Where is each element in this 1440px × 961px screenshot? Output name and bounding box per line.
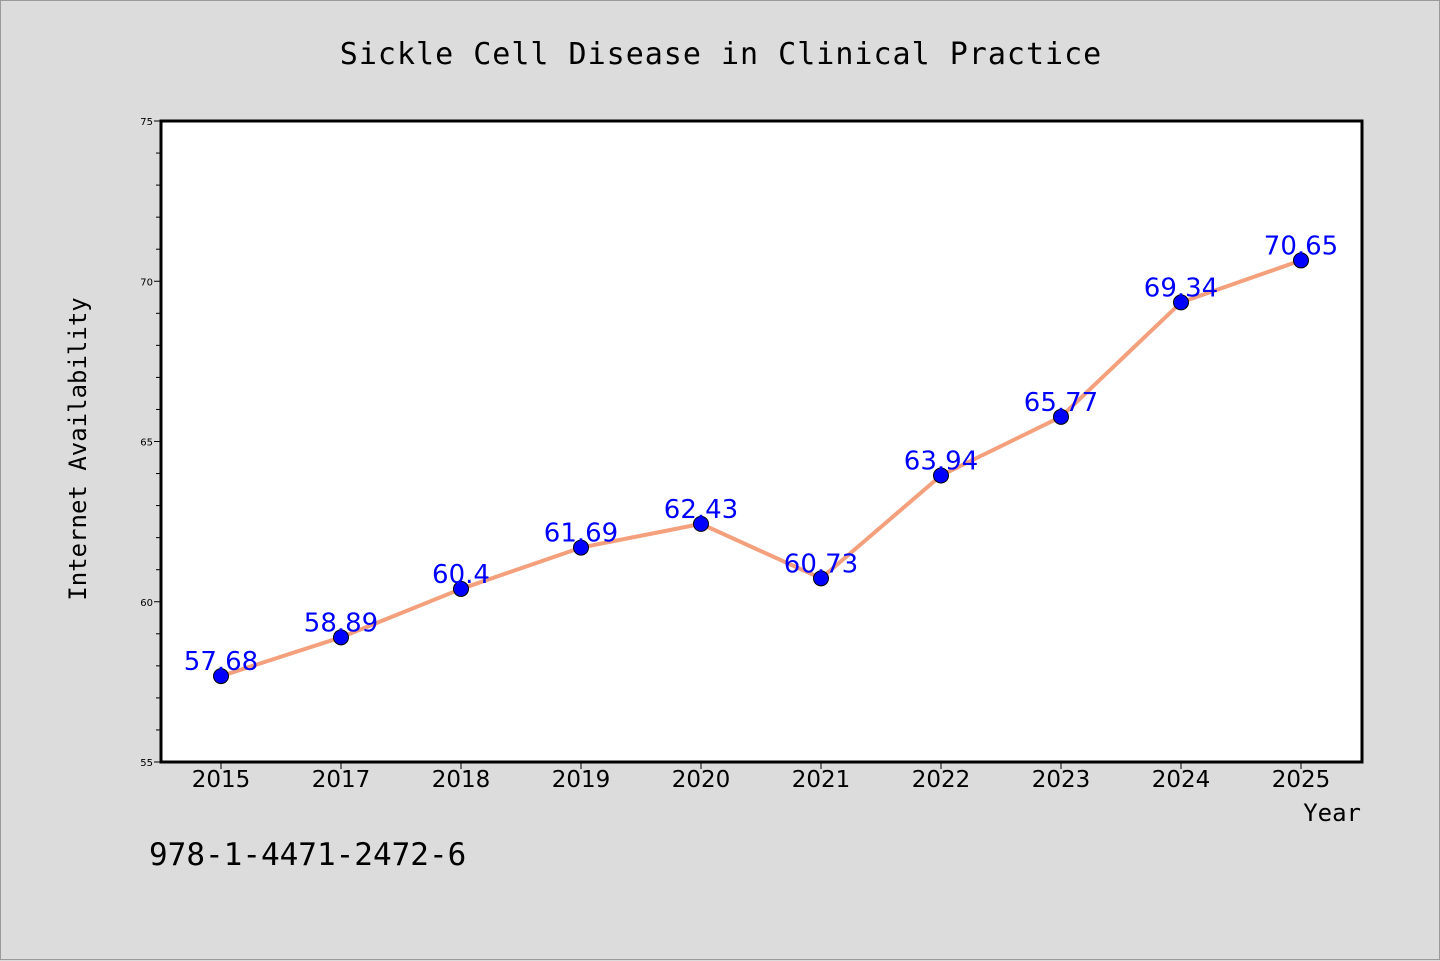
x-axis-label: Year — [1303, 799, 1361, 827]
data-point-label: 65.77 — [1024, 388, 1098, 418]
x-tick-label: 2022 — [912, 767, 971, 793]
data-point-marker — [693, 515, 709, 532]
data-point-marker — [573, 539, 589, 556]
data-point-label: 60.4 — [432, 560, 490, 590]
data-point-marker — [1053, 408, 1069, 425]
series-line — [219, 258, 1303, 679]
data-point-marker — [1293, 252, 1309, 269]
x-tick-label: 2017 — [312, 767, 371, 793]
x-tick-label: 2019 — [552, 767, 611, 793]
y-axis: 55 60 65 70 75 — [140, 117, 161, 769]
x-tick-label: 2023 — [1032, 767, 1091, 793]
y-tick-label: 70 — [140, 277, 153, 288]
x-tick-label: 2021 — [792, 767, 851, 793]
x-axis: 2015 2017 2018 2019 2020 2021 2022 2023 2024 2025 — [192, 762, 1331, 793]
data-point-label: 63.94 — [904, 446, 978, 476]
y-tick-label: 75 — [140, 117, 153, 128]
data-point-marker — [813, 570, 829, 587]
series-line-group — [219, 258, 1303, 679]
plot-area — [159, 119, 1364, 764]
data-point-label: 57.68 — [184, 647, 258, 677]
data-point-marker — [933, 467, 949, 484]
data-point-marker — [333, 629, 349, 646]
x-tick-label: 2018 — [432, 767, 491, 793]
x-tick-label: 2020 — [672, 767, 731, 793]
x-tick-label: 2025 — [1272, 767, 1331, 793]
y-axis-label: Internet Availability — [64, 297, 92, 600]
data-point-label: 61.69 — [544, 519, 618, 549]
data-point-label: 60.73 — [784, 549, 858, 579]
x-tick-label: 2024 — [1152, 767, 1211, 793]
data-point-label: 70.65 — [1264, 231, 1338, 261]
marker-group — [213, 252, 1309, 685]
data-point-label: 62.43 — [664, 495, 738, 525]
data-point-marker — [1173, 294, 1189, 311]
y-tick-label: 65 — [140, 438, 153, 449]
data-label-group: 57.68 58.89 60.4 61.69 62.43 60.73 63.94 65.77 6… — [184, 231, 1338, 677]
data-point-marker — [453, 580, 469, 597]
y-tick-label: 55 — [140, 758, 153, 769]
data-point-label: 58.89 — [304, 608, 378, 638]
data-point-marker — [213, 668, 229, 685]
isbn-annotation: 978-1-4471-2472-6 — [149, 837, 466, 873]
data-point-label: 69.34 — [1144, 273, 1218, 303]
x-tick-label: 2015 — [192, 767, 251, 793]
chart-title: Sickle Cell Disease in Clinical Practice — [340, 37, 1102, 72]
y-tick-label: 60 — [140, 598, 153, 609]
